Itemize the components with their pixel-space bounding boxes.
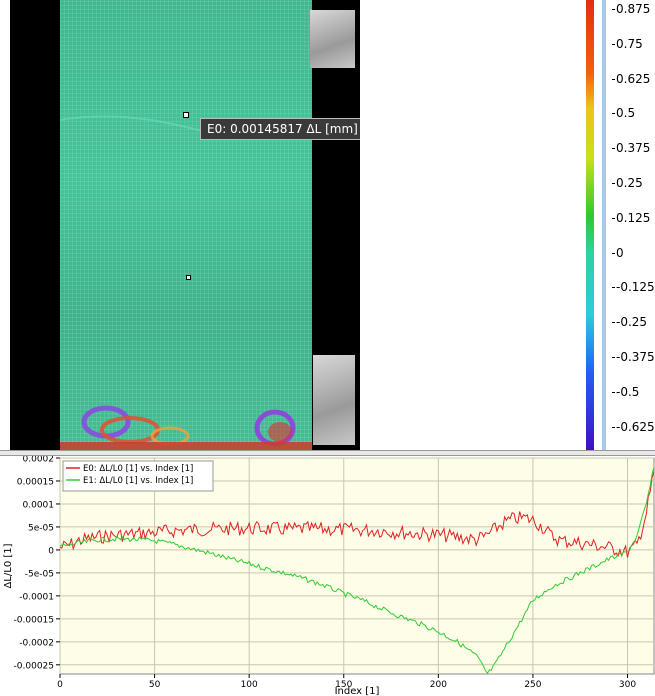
series-line-1 xyxy=(59,467,655,675)
x-tick-label: 50 xyxy=(149,680,161,690)
colorbar-tick xyxy=(612,322,615,324)
legend-label: E0: ΔL/L0 [1] vs. Index [1] xyxy=(83,464,193,474)
gauge-marker-top[interactable] xyxy=(183,112,189,118)
x-axis-label: Index [1] xyxy=(335,686,380,696)
colorbar-label: -0.625 xyxy=(616,419,655,434)
y-tick-label: -0.0002 xyxy=(19,638,54,648)
colorbar-label: 0.5 xyxy=(616,106,636,121)
colorbar-tick xyxy=(612,391,615,393)
upper-grip xyxy=(310,10,355,68)
colorbar-tick xyxy=(612,78,615,80)
y-tick-label: -0.0001 xyxy=(19,592,54,602)
colorbar-label: 0.375 xyxy=(616,141,651,156)
colorbar-label: 0.125 xyxy=(616,210,651,225)
strain-line-chart: 0.0002 0.00015 0.0001 5e-05 0 -5e-05 -0.0001 -0… xyxy=(0,456,655,696)
legend-label: E1: ΔL/L0 [1] vs. Index [1] xyxy=(83,476,193,486)
chart-legend: E0: ΔL/L0 [1] vs. Index [1] E1: ΔL/L0 [1]… xyxy=(62,460,214,492)
colorbar-label: 0 xyxy=(616,245,624,260)
x-tick-label: 250 xyxy=(524,680,541,690)
colorbar-label: -0.375 xyxy=(616,350,655,364)
colorbar-label: 0.75 xyxy=(616,36,643,51)
x-tick-label: 100 xyxy=(241,680,258,690)
colorbar-tick xyxy=(612,357,615,358)
y-tick-label: 0.00015 xyxy=(17,477,54,487)
colorbar-tick xyxy=(612,113,615,115)
color-scale-labels: 0.875 0.75 0.625 0.5 0.375 0.25 0.125 0 -0.125 -0… xyxy=(612,0,655,450)
strain-overlay-specimen xyxy=(60,0,312,450)
colorbar-label: 0.875 xyxy=(616,2,651,16)
specimen-edge-artifacts xyxy=(60,115,312,450)
color-scale-bar xyxy=(586,0,606,450)
x-tick-label: 0 xyxy=(57,680,63,690)
y-tick-label: 0.0001 xyxy=(23,500,55,510)
x-tick-label: 150 xyxy=(335,680,352,690)
y-tick-label: -5e-05 xyxy=(25,569,54,579)
colorbar-tick xyxy=(612,217,615,219)
y-tick-label: 5e-05 xyxy=(28,523,54,533)
legend-box xyxy=(62,460,214,492)
colorbar-tick xyxy=(612,426,615,428)
colorbar-tick xyxy=(612,252,615,254)
y-tick-label: -0.00025 xyxy=(14,661,54,671)
colorbar-tick xyxy=(612,183,615,184)
colorbar-label: 0.25 xyxy=(616,176,643,190)
x-tick-label: 200 xyxy=(430,680,447,690)
dic-image-panel: E0: 0.00145817 ΔL [mm] 0.875 0.75 0.625 0.5… xyxy=(10,0,655,450)
colorbar-tick xyxy=(612,148,615,150)
colorbar-label: -0.125 xyxy=(616,280,655,295)
colorbar-tick xyxy=(612,287,615,289)
y-tick-label: -0.00015 xyxy=(14,615,54,625)
y-axis-label: ΔL/L0 [1] xyxy=(3,543,14,588)
y-tick-label: 0.0002 xyxy=(23,456,55,465)
lower-grip xyxy=(313,355,355,445)
colorbar-label: 0.625 xyxy=(616,71,651,86)
y-tick-label: 0 xyxy=(48,546,54,556)
image-viewport[interactable]: E0: 0.00145817 ΔL [mm] xyxy=(10,0,360,450)
series-line-0 xyxy=(59,471,655,558)
x-tick-label: 300 xyxy=(619,680,636,690)
measurement-tooltip: E0: 0.00145817 ΔL [mm] xyxy=(200,118,360,140)
colorbar-tick xyxy=(612,43,615,45)
panel-splitter[interactable] xyxy=(0,450,655,456)
gauge-marker-bottom[interactable] xyxy=(186,275,191,280)
colorbar-label: -0.5 xyxy=(616,384,640,399)
colorbar-tick xyxy=(612,9,615,10)
colorbar-label: -0.25 xyxy=(616,315,648,330)
